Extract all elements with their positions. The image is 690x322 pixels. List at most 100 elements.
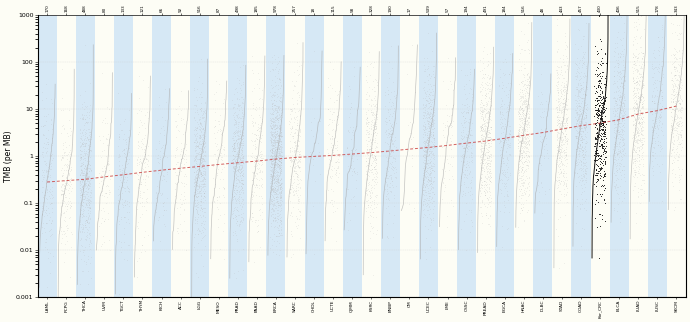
Point [269, 98, 280, 103]
Point [591, 183, 602, 188]
Point [418, 187, 429, 193]
Point [81, 219, 92, 224]
Point [521, 84, 532, 89]
Point [591, 101, 602, 107]
Point [485, 143, 496, 148]
Point [324, 117, 335, 122]
Point [579, 127, 590, 132]
Point [420, 201, 431, 206]
Point [195, 172, 206, 177]
Point [633, 119, 644, 124]
Point [265, 128, 276, 134]
Point [197, 141, 208, 147]
Point [366, 160, 377, 165]
Point [609, 150, 620, 156]
Point [343, 153, 354, 158]
Point [630, 90, 641, 95]
Point [517, 128, 528, 133]
Point [614, 131, 625, 136]
Point [386, 159, 397, 164]
Point [388, 167, 399, 172]
Point [189, 157, 200, 162]
Point [211, 90, 222, 95]
Point [275, 165, 286, 170]
Point [135, 201, 146, 206]
Point [672, 145, 683, 150]
Point [56, 67, 67, 72]
Point [634, 94, 645, 99]
Point [616, 85, 627, 90]
Point [477, 155, 488, 160]
Point [233, 116, 244, 121]
Point [555, 168, 566, 174]
Point [63, 171, 75, 176]
Point [428, 191, 440, 196]
Point [368, 174, 380, 179]
Point [618, 35, 629, 40]
Point [100, 120, 111, 126]
Point [235, 174, 246, 179]
Point [617, 90, 628, 96]
Point [331, 169, 342, 175]
Point [248, 138, 259, 144]
Point [274, 230, 285, 235]
Point [332, 93, 343, 98]
Point [520, 166, 531, 172]
Point [589, 215, 600, 221]
Point [572, 135, 583, 140]
Point [498, 184, 509, 189]
Point [427, 207, 438, 212]
Point [119, 169, 130, 174]
Point [85, 216, 96, 221]
Point [190, 175, 201, 180]
Point [571, 134, 582, 139]
Point [635, 121, 646, 126]
Point [81, 171, 92, 176]
Point [673, 56, 684, 61]
Point [266, 148, 277, 153]
Point [475, 109, 486, 114]
Point [513, 111, 524, 117]
Point [82, 197, 93, 202]
Point [673, 141, 684, 147]
Point [419, 63, 430, 68]
Point [290, 171, 301, 176]
Point [234, 156, 245, 161]
Point [634, 119, 645, 124]
Point [610, 64, 621, 69]
Point [654, 88, 665, 93]
Point [638, 96, 649, 101]
Point [269, 139, 280, 144]
Point [428, 97, 439, 102]
Point [618, 163, 629, 168]
Point [420, 143, 431, 148]
Point [290, 161, 301, 166]
Point [676, 131, 687, 137]
Point [598, 130, 609, 135]
Point [250, 183, 262, 188]
Point [38, 106, 49, 111]
Point [267, 153, 278, 158]
Point [345, 104, 356, 109]
Point [344, 210, 355, 215]
Point [362, 63, 373, 69]
Point [519, 143, 530, 148]
Point [570, 169, 581, 175]
Point [514, 122, 525, 127]
Point [253, 96, 264, 101]
Point [524, 142, 535, 147]
Point [271, 160, 282, 166]
Point [233, 167, 244, 172]
Point [76, 175, 87, 181]
Point [291, 216, 302, 221]
Point [380, 179, 391, 184]
Point [484, 135, 495, 140]
Point [193, 142, 204, 147]
Point [275, 166, 286, 171]
Point [483, 112, 494, 118]
Point [234, 223, 245, 229]
Point [501, 92, 512, 97]
Point [597, 90, 608, 95]
Point [365, 194, 376, 199]
Point [326, 197, 337, 203]
